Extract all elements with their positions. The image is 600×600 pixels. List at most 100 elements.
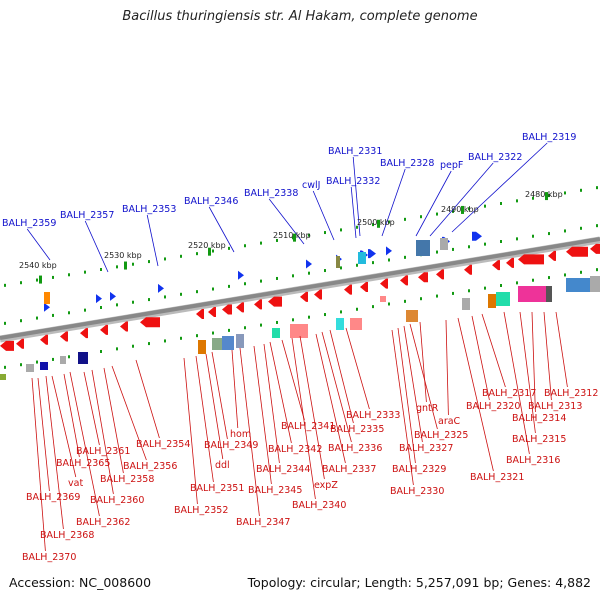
reverse-gene-label: vat bbox=[68, 478, 83, 489]
feature-box bbox=[222, 336, 234, 350]
reverse-gene-label: ddl bbox=[215, 460, 230, 471]
reverse-gene-label: BALH_2313 bbox=[528, 401, 582, 412]
reverse-leader-line bbox=[231, 349, 239, 429]
guide-tick bbox=[548, 276, 550, 280]
guide-tick bbox=[212, 249, 214, 253]
reverse-gene-arrow bbox=[196, 309, 204, 319]
reverse-gene-label: gntR bbox=[416, 403, 439, 414]
scale-tick bbox=[124, 261, 127, 270]
feature-box bbox=[380, 296, 386, 302]
forward-leader-line bbox=[429, 162, 494, 237]
scale-tick bbox=[293, 233, 296, 242]
guide-tick bbox=[308, 271, 310, 275]
reverse-gene-label: BALH_2354 bbox=[136, 439, 190, 450]
reverse-leader-line bbox=[457, 317, 494, 472]
reverse-leader-line bbox=[315, 333, 346, 464]
feature-box bbox=[488, 294, 496, 308]
scale-label: 2510 kbp bbox=[273, 231, 311, 240]
guide-tick bbox=[564, 229, 566, 233]
reverse-leader-line bbox=[211, 351, 228, 440]
guide-tick bbox=[164, 339, 166, 343]
scale-label: 2490 kbp bbox=[441, 205, 479, 214]
reverse-leader-line bbox=[111, 365, 147, 461]
guide-tick bbox=[580, 270, 582, 274]
guide-tick bbox=[196, 334, 198, 338]
reverse-gene-arrow bbox=[120, 321, 128, 332]
reverse-gene-label: BALH_2312 bbox=[544, 388, 598, 399]
feature-box bbox=[350, 318, 362, 330]
reverse-gene-arrow bbox=[300, 291, 308, 302]
forward-leader-line bbox=[415, 170, 452, 237]
reverse-leader-line bbox=[403, 325, 423, 443]
guide-tick bbox=[132, 300, 134, 304]
feature-box bbox=[440, 238, 448, 250]
guide-tick bbox=[484, 286, 486, 290]
reverse-gene-label: BALH_2362 bbox=[76, 517, 130, 528]
reverse-leader-line bbox=[269, 341, 292, 444]
guide-tick bbox=[596, 186, 598, 190]
guide-tick bbox=[180, 336, 182, 340]
guide-tick bbox=[260, 279, 262, 283]
genome-summary-text: Topology: circular; Length: 5,257,091 bp… bbox=[247, 575, 591, 590]
guide-tick bbox=[116, 265, 118, 269]
reverse-leader-line bbox=[397, 327, 416, 464]
guide-tick bbox=[52, 313, 54, 317]
reverse-gene-label: BALH_2356 bbox=[123, 461, 177, 472]
forward-gene-label: BALH_2328 bbox=[380, 158, 434, 169]
forward-leader-line bbox=[350, 186, 357, 239]
guide-tick bbox=[500, 202, 502, 205]
forward-gene-arrow bbox=[386, 246, 392, 256]
scale-tick bbox=[377, 219, 380, 228]
reverse-gene-label: BALH_2345 bbox=[248, 485, 302, 496]
guide-tick bbox=[100, 306, 102, 309]
reverse-gene-arrow bbox=[268, 296, 282, 307]
reverse-leader-line bbox=[291, 337, 316, 500]
reverse-gene-arrow bbox=[222, 304, 232, 315]
guide-tick bbox=[452, 291, 454, 295]
reverse-leader-line bbox=[329, 329, 354, 424]
forward-gene-label: BALH_2346 bbox=[184, 196, 238, 207]
forward-gene-arrow bbox=[110, 291, 116, 301]
reverse-gene-label: BALH_2360 bbox=[90, 495, 144, 506]
guide-tick bbox=[68, 273, 70, 277]
reverse-gene-arrow bbox=[548, 250, 556, 261]
guide-tick bbox=[356, 225, 358, 229]
feature-box bbox=[462, 298, 470, 310]
reverse-gene-label: BALH_2317 bbox=[482, 388, 536, 399]
guide-tick bbox=[180, 292, 182, 296]
map-title: Bacillus thuringiensis str. Al Hakam, co… bbox=[122, 9, 478, 24]
guide-tick bbox=[484, 242, 486, 246]
reverse-leader-line bbox=[409, 323, 438, 430]
reverse-gene-label: BALH_2327 bbox=[399, 443, 453, 454]
reverse-gene-label: BALH_2349 bbox=[204, 440, 258, 451]
reverse-gene-arrow bbox=[418, 272, 428, 283]
guide-tick bbox=[276, 320, 278, 324]
reverse-gene-label: BALH_2347 bbox=[236, 517, 290, 528]
guide-tick bbox=[580, 226, 582, 230]
feature-box bbox=[358, 252, 366, 264]
reverse-gene-arrow bbox=[60, 331, 68, 342]
feature-box bbox=[416, 240, 430, 256]
reverse-gene-arrow bbox=[380, 278, 388, 289]
guide-tick bbox=[532, 196, 534, 200]
reverse-gene-label: BALH_2351 bbox=[190, 483, 244, 494]
guide-tick bbox=[548, 232, 550, 236]
reverse-gene-label: expZ bbox=[314, 480, 338, 491]
guide-tick bbox=[4, 365, 6, 369]
reverse-leader-line bbox=[531, 311, 536, 413]
feature-box bbox=[40, 362, 48, 370]
guide-tick bbox=[244, 326, 246, 330]
scale-tick bbox=[208, 247, 211, 256]
guide-tick bbox=[532, 234, 534, 238]
forward-gene-label: BALH_2359 bbox=[2, 218, 56, 229]
reverse-gene-label: BALH_2365 bbox=[56, 458, 110, 469]
guide-tick bbox=[580, 188, 582, 192]
scale-label: 2540 kbp bbox=[19, 261, 57, 270]
reverse-gene-label: BALH_2340 bbox=[292, 500, 346, 511]
forward-leader-line bbox=[381, 168, 406, 237]
reverse-gene-label: BALH_2329 bbox=[392, 464, 446, 475]
guide-tick bbox=[308, 233, 310, 237]
guide-tick bbox=[132, 262, 134, 266]
reverse-gene-label: BALH_2369 bbox=[26, 492, 80, 503]
